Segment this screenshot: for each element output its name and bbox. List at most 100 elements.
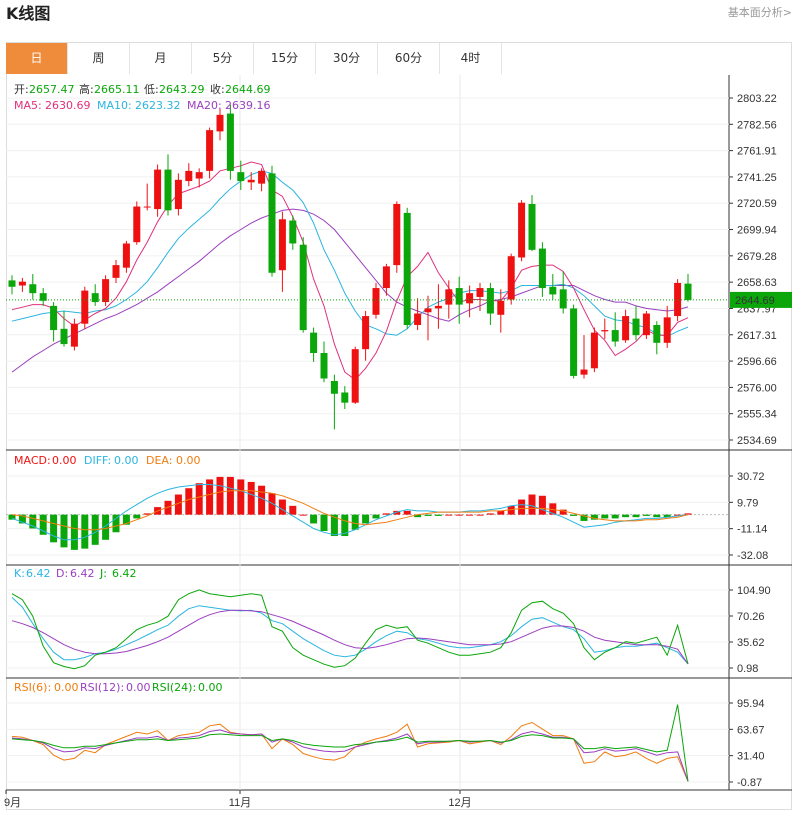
kdj-line-0 <box>11 597 689 665</box>
macd-bar-21 <box>226 476 234 515</box>
candle-body-4 <box>50 305 58 331</box>
kdj-info-3: 6.42 <box>70 567 95 580</box>
rsi-axis-tick-label-2: 31.40 <box>737 751 765 763</box>
candle-body-31 <box>330 381 338 394</box>
candle-body-64 <box>674 282 682 317</box>
macd-bar-0 <box>8 514 16 520</box>
candle-body-10 <box>112 265 120 278</box>
candle-body-45 <box>476 288 484 297</box>
macd-bar-61 <box>642 514 650 516</box>
tab-3[interactable]: 5分 <box>192 43 254 74</box>
candle-body-22 <box>237 172 245 182</box>
candle-body-39 <box>414 313 422 325</box>
x-axis-label-0: 9月 <box>4 797 21 809</box>
candle-body-61 <box>642 313 650 336</box>
macd-bar-32 <box>341 514 349 537</box>
candle-body-34 <box>362 316 370 350</box>
page-title: K线图 <box>6 4 51 23</box>
tab-0[interactable]: 日 <box>6 43 68 74</box>
kdj-info-0: K: <box>14 567 25 580</box>
x-axis-label-2: 12月 <box>448 797 471 809</box>
rsi-axis-tick-label-0: 95.94 <box>737 698 765 710</box>
macd-bar-65 <box>684 513 692 515</box>
tab-4[interactable]: 15分 <box>254 43 316 74</box>
rsi-line-0 <box>11 721 689 782</box>
macd-bar-27 <box>289 505 297 515</box>
tab-6[interactable]: 60分 <box>378 43 440 74</box>
macd-bar-56 <box>590 514 598 520</box>
macd-bar-44 <box>466 514 474 516</box>
candle-body-16 <box>174 179 182 210</box>
macd-axis-tick-label-2: -11.14 <box>737 524 767 536</box>
candle-body-26 <box>278 219 286 271</box>
macd-axis-tick-label-0: 30.72 <box>737 471 765 483</box>
candle-body-36 <box>382 266 390 289</box>
candle-body-6 <box>70 323 78 347</box>
ohlc-info-6: 收: <box>210 82 225 96</box>
rsi-axis-tick-label-3: -0.87 <box>737 777 762 789</box>
macd-bar-20 <box>216 476 224 515</box>
kdj-info-1: 6.42 <box>26 567 51 580</box>
last-price-tag <box>730 291 792 308</box>
kdj-info-2: D: <box>56 567 68 580</box>
tab-5[interactable]: 30分 <box>316 43 378 74</box>
macd-bar-19 <box>206 479 214 515</box>
candle-body-0 <box>8 280 16 287</box>
candle-body-32 <box>341 392 349 403</box>
macd-bar-24 <box>258 485 266 515</box>
macd-bar-17 <box>185 488 193 515</box>
macd-bar-47 <box>497 510 505 515</box>
candle-body-42 <box>445 289 453 305</box>
tab-2[interactable]: 月 <box>130 43 192 74</box>
candle-body-59 <box>622 316 630 341</box>
macd-bar-62 <box>653 514 661 518</box>
candle-body-65 <box>684 283 692 300</box>
macd-bar-48 <box>507 505 515 515</box>
candle-body-44 <box>466 293 474 304</box>
candle-body-13 <box>143 206 151 208</box>
macd-bar-2 <box>29 514 37 529</box>
macd-bar-4 <box>50 514 58 543</box>
macd-bar-35 <box>372 514 380 519</box>
candle-body-28 <box>299 244 307 331</box>
ma10-line <box>11 170 689 337</box>
macd-info-2: DIFF: <box>84 454 111 467</box>
macd-bar-39 <box>414 514 422 518</box>
macd-bar-18 <box>195 483 203 515</box>
candle-body-56 <box>590 332 598 369</box>
macd-bar-5 <box>60 514 68 548</box>
macd-bar-3 <box>39 514 47 535</box>
x-axis-label-1: 11月 <box>229 797 251 809</box>
candle-body-60 <box>632 318 640 336</box>
candle-body-23 <box>247 179 255 183</box>
macd-axis-tick-label-3: -32.08 <box>737 550 768 562</box>
candle-body-41 <box>434 305 442 309</box>
rsi-info-5: 0.00 <box>198 681 223 694</box>
tab-7[interactable]: 4时 <box>440 43 502 74</box>
candle-body-49 <box>518 202 526 258</box>
fundamental-analysis-link[interactable]: 基本面分析> <box>727 6 792 19</box>
candle-body-7 <box>81 290 89 324</box>
macd-bar-36 <box>382 513 390 515</box>
candle-body-11 <box>122 243 130 268</box>
candle-body-24 <box>258 170 266 184</box>
macd-bar-64 <box>674 514 682 516</box>
macd-bar-38 <box>403 510 411 515</box>
macd-bar-10 <box>112 514 120 533</box>
tab-1[interactable]: 周 <box>68 43 130 74</box>
macd-bar-9 <box>102 514 110 540</box>
rsi-info-3: 0.00 <box>126 681 151 694</box>
candle-body-50 <box>528 203 536 250</box>
candle-body-54 <box>570 308 578 376</box>
candle-body-58 <box>611 330 619 342</box>
price-axis-tick-label-3: 2741.25 <box>737 172 777 184</box>
price-axis-tick-label-10: 2596.66 <box>737 356 777 368</box>
price-axis-tick-label-6: 2679.28 <box>737 251 777 263</box>
rsi-line-2 <box>11 704 689 782</box>
kdj-axis-tick-label-0: 104.90 <box>737 585 771 597</box>
candle-body-25 <box>268 173 276 273</box>
kdj-info-4: J: <box>99 567 107 580</box>
macd-bar-51 <box>538 495 546 515</box>
macd-bar-52 <box>549 503 557 515</box>
macd-bar-55 <box>580 514 588 521</box>
